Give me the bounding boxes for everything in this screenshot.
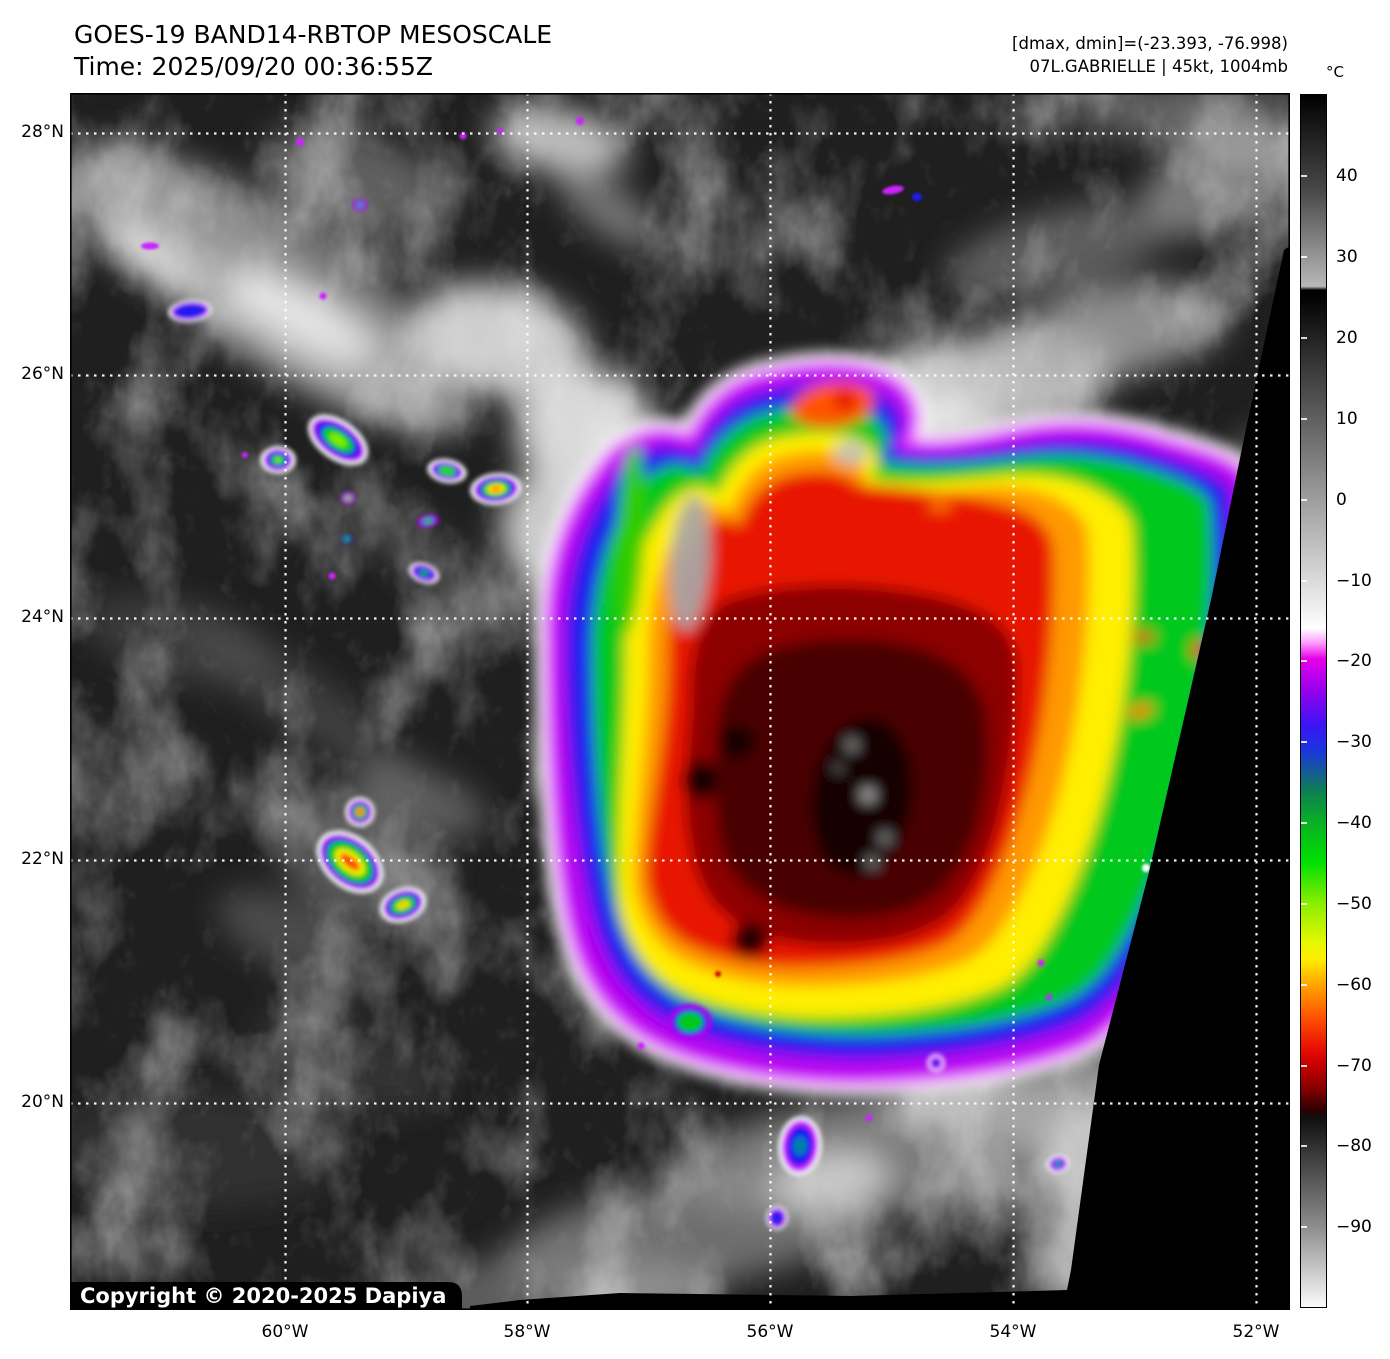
colorbar-tickmark <box>1301 499 1307 501</box>
scan-edge-black <box>470 246 1290 1310</box>
lon-label-54W: 54°W <box>989 1322 1037 1342</box>
colorbar-tick-m80: −80 <box>1336 1136 1372 1156</box>
lat-label-24N: 24°N <box>21 607 64 627</box>
colorbar-tickmark <box>1301 175 1307 177</box>
colorbar-tickmark <box>1301 580 1307 582</box>
colorbar-unit-label: °C <box>1326 63 1344 81</box>
storm-coldest-tops <box>682 717 913 957</box>
lat-label-20N: 20°N <box>21 1092 64 1112</box>
colorbar-tick-m30: −30 <box>1336 732 1372 752</box>
lon-label-56W: 56°W <box>746 1322 794 1342</box>
colorbar-tick-20: 20 <box>1336 328 1358 348</box>
satellite-image: Copyright © 2020-2025 Dapiya <box>70 93 1291 1311</box>
lon-label-52W: 52°W <box>1232 1322 1280 1342</box>
colorbar-tickmark <box>1301 337 1307 339</box>
storm-info-annotation: 07L.GABRIELLE | 45kt, 1004mb <box>1029 57 1289 76</box>
colorbar-tickmark <box>1301 1226 1307 1228</box>
colorbar-tickmark <box>1301 822 1307 824</box>
map-plot-area: Copyright © 2020-2025 Dapiya <box>70 93 1291 1311</box>
colorbar-tick-30: 30 <box>1336 247 1358 267</box>
colorbar-tick-0: 0 <box>1336 490 1347 510</box>
colorbar-tick-m40: −40 <box>1336 813 1372 833</box>
colorbar-tickmark <box>1301 1065 1307 1067</box>
plot-border <box>70 93 1291 1311</box>
temperature-colorbar <box>1300 94 1327 1308</box>
colorbar-tick-40: 40 <box>1336 166 1358 186</box>
colorbar-tickmark <box>1301 418 1307 420</box>
colorbar-tick-m20: −20 <box>1336 651 1372 671</box>
graticule <box>70 93 1290 1310</box>
colorbar-tick-m60: −60 <box>1336 975 1372 995</box>
colorbar-tickmark <box>1301 984 1307 986</box>
colorbar-tickmark <box>1301 1145 1307 1147</box>
colorbar-tickmark <box>1301 741 1307 743</box>
lat-label-28N: 28°N <box>21 122 64 142</box>
dmax-dmin-annotation: [dmax, dmin]=(-23.393, -76.998) <box>1012 34 1288 53</box>
lat-label-22N: 22°N <box>21 849 64 869</box>
lat-label-26N: 26°N <box>21 364 64 384</box>
colorbar-tick-m10: −10 <box>1336 571 1372 591</box>
colorbar-tick-m90: −90 <box>1336 1217 1372 1237</box>
colorbar-tick-10: 10 <box>1336 409 1358 429</box>
colorbar-tick-m50: −50 <box>1336 894 1372 914</box>
colorbar-tick-m70: −70 <box>1336 1056 1372 1076</box>
colorbar-tickmark <box>1301 903 1307 905</box>
lon-label-58W: 58°W <box>503 1322 551 1342</box>
copyright-badge: Copyright © 2020-2025 Dapiya <box>70 1282 462 1310</box>
cold-specks <box>141 117 1150 1122</box>
convective-cells <box>168 199 1070 1230</box>
timestamp-label: Time: 2025/09/20 00:36:55Z <box>74 52 433 81</box>
storm-gabrielle <box>534 352 1265 1096</box>
colorbar-tickmark <box>1301 256 1307 258</box>
page-title: GOES-19 BAND14-RBTOP MESOSCALE <box>74 20 553 49</box>
copyright-text: Copyright © 2020-2025 Dapiya <box>80 1284 446 1308</box>
colorbar-tickmark <box>1301 660 1307 662</box>
dry-slot <box>669 495 711 631</box>
lon-label-60W: 60°W <box>261 1322 309 1342</box>
